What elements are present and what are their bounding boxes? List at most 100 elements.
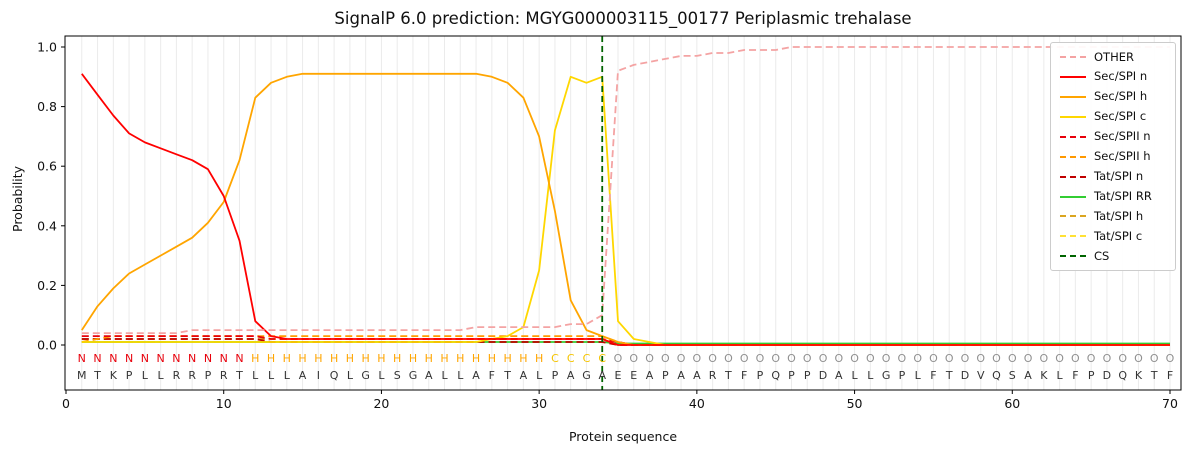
svg-text:P: P xyxy=(899,369,906,382)
svg-text:H: H xyxy=(330,352,338,365)
legend-item-tat-spi-c: Tat/SPI c xyxy=(1051,226,1175,246)
svg-text:O: O xyxy=(1134,352,1143,365)
svg-text:O: O xyxy=(724,352,733,365)
svg-text:D: D xyxy=(961,369,969,382)
svg-text:H: H xyxy=(456,352,464,365)
svg-text:L: L xyxy=(142,369,149,382)
svg-text:K: K xyxy=(110,369,118,382)
svg-text:H: H xyxy=(346,352,354,365)
svg-text:O: O xyxy=(1103,352,1112,365)
svg-text:O: O xyxy=(661,352,670,365)
svg-text:D: D xyxy=(1103,369,1111,382)
svg-text:N: N xyxy=(157,352,165,365)
svg-text:O: O xyxy=(629,352,638,365)
svg-text:0: 0 xyxy=(62,396,70,411)
svg-text:P: P xyxy=(757,369,764,382)
svg-text:N: N xyxy=(188,352,196,365)
svg-text:H: H xyxy=(377,352,385,365)
y-tick-labels: 0.0 0.2 0.4 0.6 0.8 1.0 xyxy=(37,40,65,353)
svg-text:O: O xyxy=(945,352,954,365)
svg-text:N: N xyxy=(235,352,243,365)
svg-text:H: H xyxy=(472,352,480,365)
svg-text:Q: Q xyxy=(992,369,1001,382)
svg-text:A: A xyxy=(299,369,307,382)
legend-line-sample-tat-spi-n xyxy=(1060,175,1086,178)
svg-text:N: N xyxy=(220,352,228,365)
svg-text:R: R xyxy=(709,369,717,382)
svg-text:L: L xyxy=(268,369,275,382)
svg-text:H: H xyxy=(393,352,401,365)
series-line-sec-spi-n xyxy=(81,73,1170,346)
x-axis-label: Protein sequence xyxy=(568,429,678,444)
legend-line-sample-sec-spi-n xyxy=(1060,75,1086,78)
svg-text:L: L xyxy=(347,369,354,382)
svg-text:K: K xyxy=(1135,369,1143,382)
svg-text:T: T xyxy=(93,369,101,382)
svg-text:R: R xyxy=(220,369,228,382)
svg-text:0.4: 0.4 xyxy=(37,218,57,233)
svg-text:E: E xyxy=(615,369,622,382)
svg-text:T: T xyxy=(1150,369,1158,382)
legend-line-sample-tat-spi-h xyxy=(1060,215,1086,218)
svg-text:R: R xyxy=(188,369,196,382)
svg-text:E: E xyxy=(630,369,637,382)
svg-text:C: C xyxy=(598,352,606,365)
legend-item-cs: CS xyxy=(1051,246,1175,266)
svg-text:O: O xyxy=(1166,352,1175,365)
svg-text:A: A xyxy=(520,369,528,382)
svg-text:A: A xyxy=(598,369,606,382)
svg-text:0.2: 0.2 xyxy=(37,278,57,293)
svg-text:F: F xyxy=(489,369,495,382)
legend-item-sec-spi-c: Sec/SPI c xyxy=(1051,107,1175,127)
svg-text:O: O xyxy=(1118,352,1127,365)
legend-line-sample-sec-spi-c xyxy=(1060,115,1086,118)
legend-line-sample-tat-spi-rr xyxy=(1060,195,1086,198)
svg-text:O: O xyxy=(740,352,749,365)
svg-text:H: H xyxy=(519,352,527,365)
svg-text:G: G xyxy=(882,369,891,382)
svg-text:O: O xyxy=(992,352,1001,365)
svg-text:O: O xyxy=(645,352,654,365)
legend-item-sec-spi-n: Sec/SPI n xyxy=(1051,67,1175,87)
svg-text:0.0: 0.0 xyxy=(37,338,57,353)
svg-text:P: P xyxy=(662,369,669,382)
svg-text:P: P xyxy=(1088,369,1095,382)
svg-text:O: O xyxy=(882,352,891,365)
svg-text:H: H xyxy=(535,352,543,365)
svg-text:K: K xyxy=(1040,369,1048,382)
legend-line-sample-tat-spi-c xyxy=(1060,235,1086,238)
legend-item-tat-spi-n: Tat/SPI n xyxy=(1051,167,1175,187)
legend-label-other: OTHER xyxy=(1094,49,1134,64)
legend: OTHER Sec/SPI n Sec/SPI h Sec/SPI c Sec/SPII… xyxy=(1050,42,1176,272)
svg-text:H: H xyxy=(298,352,306,365)
legend-line-sample-sec-spi-h xyxy=(1060,95,1086,98)
svg-text:O: O xyxy=(834,352,843,365)
svg-text:O: O xyxy=(693,352,702,365)
svg-text:T: T xyxy=(503,369,511,382)
svg-text:L: L xyxy=(457,369,464,382)
svg-text:L: L xyxy=(284,369,291,382)
legend-label-tat-spi-c: Tat/SPI c xyxy=(1094,228,1143,243)
svg-text:F: F xyxy=(1167,369,1173,382)
svg-text:H: H xyxy=(314,352,322,365)
series-line-sec-spi-c xyxy=(81,75,1170,346)
legend-item-tat-spi-rr: Tat/SPI RR xyxy=(1051,187,1175,207)
svg-text:N: N xyxy=(109,352,117,365)
svg-text:O: O xyxy=(1071,352,1080,365)
svg-text:H: H xyxy=(251,352,259,365)
svg-text:G: G xyxy=(582,369,591,382)
svg-text:O: O xyxy=(929,352,938,365)
svg-text:C: C xyxy=(551,352,559,365)
svg-text:1.0: 1.0 xyxy=(37,40,57,55)
legend-label-cs: CS xyxy=(1094,248,1110,263)
svg-text:A: A xyxy=(646,369,654,382)
svg-text:L: L xyxy=(378,369,385,382)
svg-text:O: O xyxy=(756,352,765,365)
legend-label-tat-spi-rr: Tat/SPI RR xyxy=(1094,189,1152,204)
svg-text:O: O xyxy=(803,352,812,365)
svg-text:N: N xyxy=(172,352,180,365)
